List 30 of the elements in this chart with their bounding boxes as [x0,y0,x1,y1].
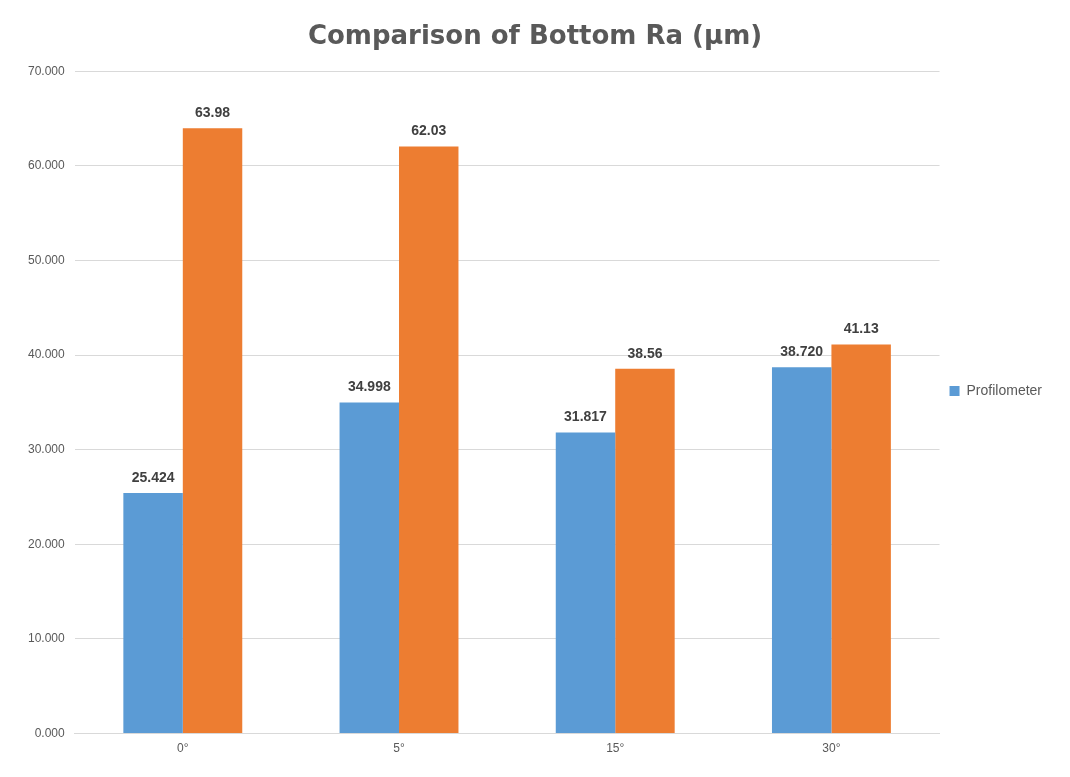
x-tick-label: 15° [606,741,625,756]
data-label: 62.03 [411,122,447,139]
bar [831,344,891,734]
bar [771,367,832,734]
bar [182,128,243,734]
y-tick-label: 0.000 [34,725,66,740]
data-label: 38.720 [780,343,824,360]
x-tick-label: 5° [393,741,405,756]
bar [615,368,675,734]
y-tick-label: 70.000 [28,63,66,78]
data-label: 41.13 [843,320,879,337]
data-label: 34.998 [347,378,391,395]
data-label: 63.98 [195,104,231,121]
bar [555,432,616,734]
data-label: 38.56 [627,344,663,361]
bar [123,493,183,734]
data-label: 31.817 [564,408,608,425]
legend-label: Profilometer [966,381,1043,398]
y-tick-label: 40.000 [28,347,66,362]
chart-title: Comparison of Bottom Ra (µm) [307,20,763,51]
y-tick-label: 30.000 [28,442,66,457]
bar [399,146,459,734]
y-tick-label: 50.000 [28,252,66,267]
y-tick-label: 10.000 [28,631,66,646]
x-tick-label: 0° [177,741,189,756]
x-tick-label: 30° [822,741,841,756]
y-tick-label: 20.000 [28,536,66,551]
bar [339,402,400,734]
data-label: 25.424 [131,468,175,485]
y-tick-label: 60.000 [28,158,66,173]
